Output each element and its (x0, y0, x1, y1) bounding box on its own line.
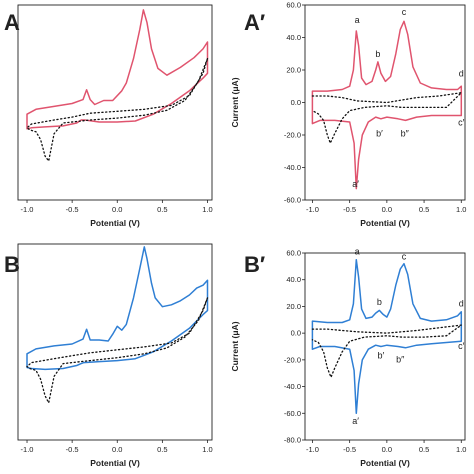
y-tick-label: 20.0 (286, 302, 301, 311)
chart-panel-3: B -1.0 -0.5 0.0 0.5 1.0 Potential (V) (4, 243, 213, 468)
chart-panel-4: B′ -1.0 -0.5 0.0 0.5 1.0 60.0 40.0 20.0 0.0 -20.0 -… (230, 246, 466, 468)
x-tick-label: 1.0 (202, 445, 212, 454)
panel-letter: A′ (244, 10, 265, 35)
peak-label: c (402, 7, 407, 17)
solid-series-line (26, 246, 209, 371)
peak-label: c′ (458, 341, 465, 351)
x-tick-label: -0.5 (66, 205, 79, 214)
y-tick-label: 40.0 (286, 275, 301, 284)
dotted-series-line (311, 92, 462, 144)
x-tick-label: -0.5 (343, 445, 356, 454)
peak-label: a (355, 15, 360, 25)
y-tick-label: -40.0 (284, 382, 301, 391)
peak-label: a (355, 246, 360, 256)
x-tick-label: -0.5 (66, 445, 79, 454)
dotted-series-line (26, 57, 209, 162)
peak-label: a′ (352, 416, 359, 426)
peak-label: d (459, 69, 464, 79)
chart-panel-2: A′ -1.0 -0.5 0.0 0.5 1.0 60.0 40.0 20.0 0.0 -20.0 -… (230, 1, 466, 229)
y-tick-label: -80.0 (284, 436, 301, 445)
peak-label: d (459, 298, 464, 308)
x-tick-label: -1.0 (21, 445, 34, 454)
x-axis-label: Potential (V) (90, 218, 140, 228)
x-tick-label: 1.0 (456, 445, 466, 454)
x-tick-label: -1.0 (306, 445, 319, 454)
y-axis-label: Current (μA) (230, 77, 240, 127)
peak-label: b′ (378, 351, 385, 361)
y-tick-label: -20.0 (284, 131, 301, 140)
x-axis-label: Potential (V) (360, 458, 410, 468)
y-tick-label: 40.0 (286, 33, 301, 42)
peak-label: c′ (458, 117, 465, 127)
peak-label: b″ (401, 129, 410, 139)
y-tick-label: 20.0 (286, 66, 301, 75)
x-tick-label: -0.5 (343, 205, 356, 214)
y-tick-label: -20.0 (284, 355, 301, 364)
y-tick-label: -60.0 (284, 196, 301, 205)
peak-label: b′ (376, 129, 383, 139)
plot-frame (17, 243, 213, 441)
chart-panel-1: A -1.0 -0.5 0.0 0.5 1.0 Potential (V) (4, 4, 213, 228)
panel-letter: B′ (244, 252, 265, 277)
x-axis-label: Potential (V) (360, 218, 410, 228)
x-tick-label: 0.5 (157, 205, 167, 214)
solid-series-line (26, 9, 209, 130)
plot-frame (304, 252, 466, 441)
y-tick-label: -40.0 (284, 163, 301, 172)
y-tick-label: 0.0 (291, 329, 301, 338)
peak-label: c (402, 252, 407, 262)
x-tick-label: 0.5 (419, 205, 429, 214)
y-tick-label: 60.0 (286, 249, 301, 258)
y-tick-label: 0.0 (291, 98, 301, 107)
x-tick-label: 0.0 (112, 445, 122, 454)
x-tick-label: 1.0 (202, 205, 212, 214)
dotted-series-line (26, 297, 209, 404)
x-axis-label: Potential (V) (90, 458, 140, 468)
peak-label: a′ (352, 179, 359, 189)
solid-series-line (311, 258, 463, 415)
x-tick-label: 0.5 (157, 445, 167, 454)
x-tick-label: 0.5 (419, 445, 429, 454)
y-tick-label: -60.0 (284, 409, 301, 418)
x-tick-label: -1.0 (21, 205, 34, 214)
peak-label: b (377, 297, 382, 307)
panel-letter: B (4, 252, 20, 277)
dotted-series-line (311, 324, 462, 378)
solid-series-line (311, 20, 463, 190)
peak-label: b″ (396, 355, 405, 365)
y-tick-label: 60.0 (286, 1, 301, 10)
plot-frame (17, 4, 213, 201)
x-tick-label: 0.0 (382, 445, 392, 454)
peak-label: b (375, 49, 380, 59)
x-tick-label: 1.0 (456, 205, 466, 214)
y-axis-label: Current (μA) (230, 321, 240, 371)
x-tick-label: -1.0 (306, 205, 319, 214)
x-tick-label: 0.0 (382, 205, 392, 214)
x-tick-label: 0.0 (112, 205, 122, 214)
panel-letter: A (4, 10, 20, 35)
